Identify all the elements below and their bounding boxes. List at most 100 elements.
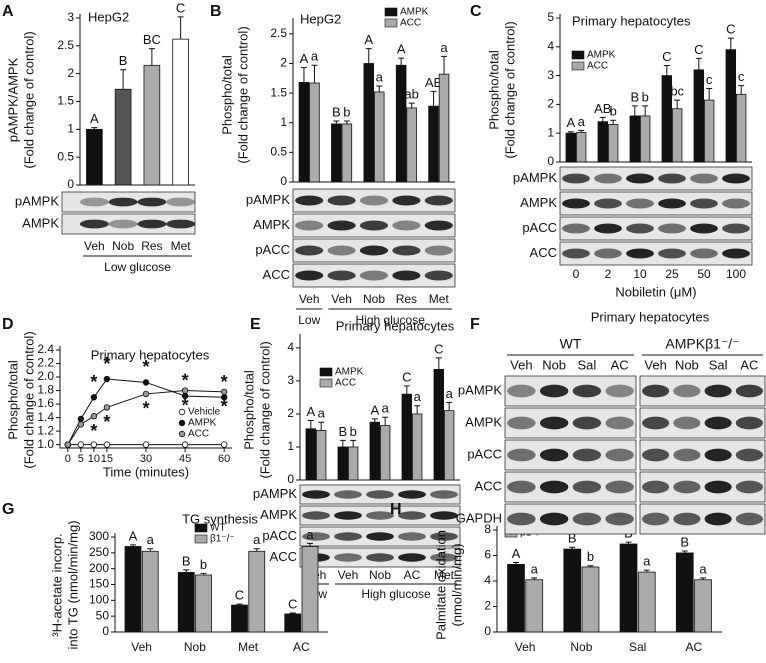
bar	[401, 393, 413, 481]
bar	[433, 368, 445, 481]
y-tick-label: 250	[89, 545, 109, 559]
chart-title: Primary hepatocytes	[91, 347, 210, 362]
significance-star: *	[90, 372, 97, 392]
blot-band	[424, 245, 453, 256]
blot-band	[166, 197, 196, 207]
point	[90, 441, 98, 448]
x-tick-label: 10	[88, 453, 100, 465]
significance-letter: c	[706, 72, 713, 87]
blot-band	[562, 198, 590, 209]
blot-label: pACC	[522, 220, 557, 235]
blot-band	[572, 384, 602, 398]
x-tick-label: Veh	[299, 292, 320, 306]
error-bar	[681, 550, 688, 553]
significance-star: *	[142, 357, 149, 377]
blot-band	[658, 198, 686, 209]
bar	[735, 93, 747, 163]
blot-band	[166, 219, 196, 229]
error-bar	[569, 546, 576, 550]
bar	[693, 69, 705, 163]
blot-band	[392, 270, 421, 281]
x-tick-label: Met	[434, 568, 455, 582]
blot-band	[562, 223, 590, 234]
y-axis-label: into TG (nmol/min/mg)	[65, 520, 80, 649]
panel-letter: E	[250, 316, 261, 333]
panel-letter: D	[2, 316, 14, 333]
blot-band	[108, 219, 138, 229]
blot-strip	[292, 188, 456, 213]
blot-label: pAMPK	[246, 192, 290, 207]
bar	[565, 132, 577, 163]
legend-label: AMPK	[400, 7, 429, 18]
blot-label: pAMPK	[458, 382, 502, 397]
significance-letter: C	[176, 0, 185, 15]
blot-band	[735, 480, 763, 494]
y-tick-label: 2.4	[37, 342, 54, 356]
y-tick-label: 3	[547, 68, 554, 82]
error-bar	[727, 37, 734, 50]
blot-band	[626, 198, 654, 209]
y-tick-label: 0	[287, 472, 294, 486]
significance-star: *	[103, 354, 110, 374]
lane-label: Nob	[675, 357, 699, 372]
y-tick-label: 1.8	[37, 383, 54, 397]
x-tick-label: AC	[686, 640, 703, 654]
x-tick-label: AC	[404, 568, 421, 582]
error-bar	[610, 119, 617, 125]
blot-strip	[504, 407, 637, 439]
point	[77, 415, 85, 423]
lane-label: Nob	[542, 357, 566, 372]
bar	[507, 564, 525, 633]
blot-band	[539, 512, 569, 526]
y-tick-label: 5	[547, 10, 554, 24]
bar	[309, 82, 320, 183]
x-tick-label: Sal	[629, 640, 646, 654]
panel-letter: G	[2, 501, 14, 518]
error-bar	[343, 120, 350, 124]
y-tick-label: 2	[547, 97, 554, 111]
blot-band	[594, 223, 622, 234]
bar	[597, 121, 609, 163]
blot-label: ACC	[263, 267, 290, 282]
blot-band	[392, 220, 421, 231]
significance-letter: a	[318, 406, 326, 421]
blot-band	[359, 195, 389, 206]
significance-letter: B	[119, 53, 128, 68]
x-tick-label: Veh	[331, 292, 352, 306]
blot-band	[572, 480, 602, 494]
bar	[177, 572, 195, 633]
blot-band	[539, 448, 569, 462]
blot-band	[295, 270, 324, 281]
significance-star: *	[103, 412, 110, 432]
legend-swatch	[384, 7, 398, 17]
panel-letter: H	[390, 501, 402, 518]
error-bar	[300, 67, 307, 83]
legend-label: ACC	[188, 429, 209, 440]
error-bar	[513, 562, 520, 565]
point	[77, 421, 85, 428]
y-axis-label: Phospho/total	[486, 50, 501, 130]
legend-label: AMPK	[587, 50, 616, 61]
significance-letter: B	[568, 531, 577, 546]
bar	[124, 546, 142, 633]
point	[181, 387, 189, 394]
significance-letter: a	[643, 554, 651, 569]
error-bar	[674, 99, 681, 109]
y-tick-label: 2.0	[37, 369, 54, 383]
significance-letter: C	[694, 42, 703, 57]
blot-label: AMPK	[22, 215, 59, 230]
blot-band	[704, 512, 732, 526]
significance-letter: a	[253, 532, 261, 547]
axis-line	[59, 346, 232, 449]
significance-letter: a	[382, 401, 390, 416]
point	[220, 441, 228, 448]
blot-label: ACC	[270, 549, 297, 564]
error-bar	[333, 120, 340, 124]
blot-band	[735, 416, 763, 430]
blot-band	[507, 384, 536, 398]
error-bar	[147, 548, 154, 552]
bar	[341, 123, 353, 183]
blot-label: pACC	[255, 242, 290, 257]
x-tick-label: Veh	[131, 640, 152, 654]
y-axis-label: Phospho/total	[241, 370, 256, 450]
